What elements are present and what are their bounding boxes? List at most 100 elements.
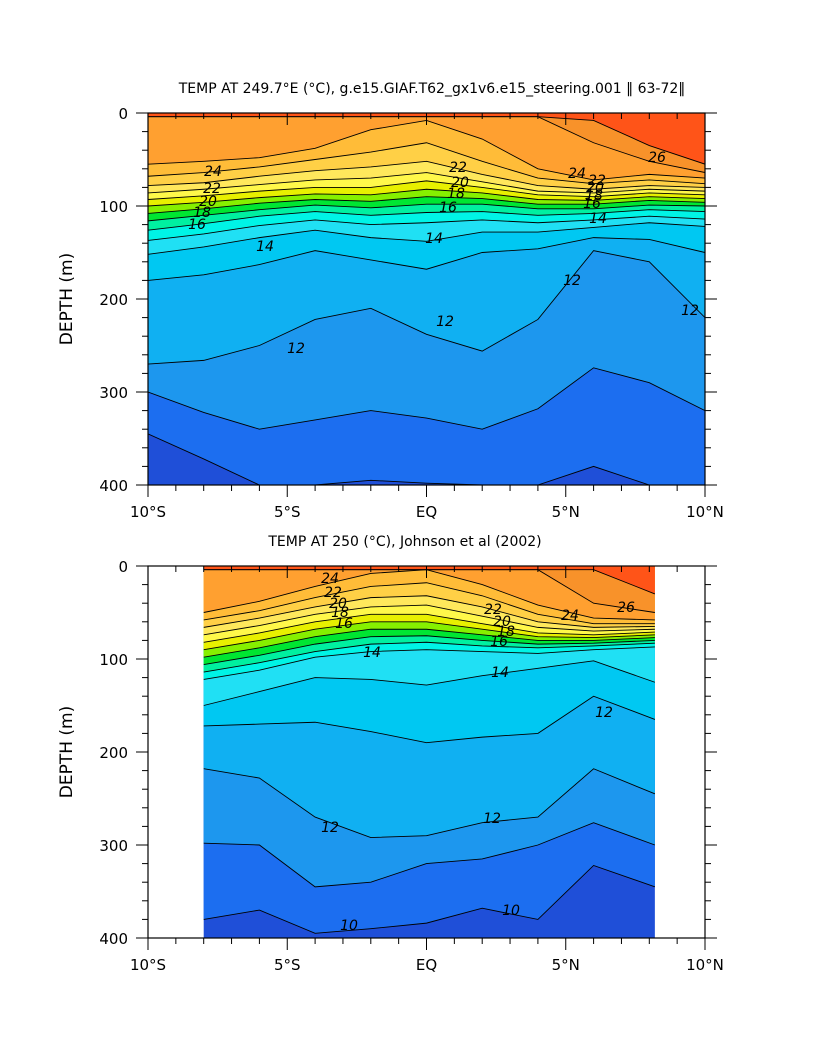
contour-label: 18: [193, 205, 211, 221]
contour-label: 16: [335, 616, 353, 632]
isotherm-21: [203, 604, 655, 636]
contour-label: 22: [588, 173, 606, 189]
band-above-24: [203, 566, 655, 620]
isotherm-23: [203, 582, 655, 625]
isotherm-22: [203, 595, 655, 628]
x-tick-label: 5°N: [552, 956, 580, 974]
y-tick-label: 400: [99, 930, 128, 948]
isotherm-23: [148, 142, 705, 185]
isotherm-10: [148, 433, 705, 485]
contour-label: 12: [681, 303, 699, 319]
y-tick-label: 400: [99, 477, 128, 495]
contour-label: 24: [568, 166, 586, 182]
y-axis-label: DEPTH (m): [57, 706, 77, 798]
contour-label: 14: [363, 645, 381, 661]
contour-label: 20: [329, 596, 347, 612]
isotherm-14: [148, 222, 705, 255]
contour-label: 20: [586, 180, 604, 196]
contour-label: 20: [493, 614, 511, 630]
x-tick-label: EQ: [416, 956, 437, 974]
x-tick-label: 10°S: [130, 503, 166, 521]
isotherm-14: [203, 660, 656, 706]
isotherm-13: [148, 237, 705, 281]
isotherm-20: [203, 613, 655, 643]
contour-label: 18: [331, 605, 349, 621]
chart-title: TEMP AT 250 (°C), Johnson et al (2002): [267, 534, 541, 550]
isotherm-20: [148, 180, 705, 200]
contour-label: 12: [483, 811, 501, 827]
contour-label: 10: [340, 918, 358, 934]
panel-bottom-observations: TEMP AT 250 (°C), Johnson et al (2002) 24…: [57, 534, 724, 974]
x-tick-label: 10°N: [686, 956, 724, 974]
chart-title: TEMP AT 249.7°E (°C), g.e15.GIAF.T62_gx1…: [178, 81, 686, 97]
y-tick-label: 100: [99, 198, 128, 216]
isotherm-18: [203, 628, 655, 658]
y-tick-label: 300: [99, 384, 128, 402]
x-tick-label: 5°S: [274, 956, 301, 974]
contour-fills: [203, 566, 656, 938]
contour-label: 22: [324, 585, 342, 601]
contour-label: 26: [617, 600, 635, 616]
band-above-26: [203, 566, 655, 594]
isotherm-16: [203, 641, 655, 673]
isotherm-22: [148, 160, 705, 190]
y-tick-label: 100: [99, 651, 128, 669]
isotherm-19: [148, 188, 705, 207]
contour-label: 22: [449, 160, 467, 176]
contour-label: 16: [439, 200, 457, 216]
contour-label: 18: [585, 188, 603, 204]
contour-fills: [148, 113, 705, 485]
isotherm-17: [203, 635, 655, 666]
x-tick-label: 5°N: [552, 503, 580, 521]
contour-label: 18: [497, 624, 515, 640]
contour-label: 14: [256, 239, 274, 255]
contour-label: 24: [321, 571, 339, 587]
band-above-25: [148, 113, 705, 173]
x-tick-label: 10°S: [130, 956, 166, 974]
isotherm-10: [203, 864, 656, 934]
contour-label: 14: [425, 231, 443, 247]
contour-label: 16: [583, 196, 601, 212]
contour-label: 12: [287, 341, 305, 357]
y-axis-label: DEPTH (m): [57, 253, 77, 345]
y-tick-label: 0: [118, 105, 128, 123]
x-tick-label: 10°N: [686, 503, 724, 521]
isotherm-18: [148, 196, 705, 214]
contour-label: 12: [436, 314, 454, 330]
contour-label: 18: [447, 186, 465, 202]
contour-label: 22: [203, 181, 221, 197]
contour-label: 22: [484, 602, 502, 618]
contour-label: 14: [589, 211, 607, 227]
contour-label: 12: [321, 820, 339, 836]
contour-label: 10: [502, 903, 520, 919]
isotherm-15: [203, 646, 655, 680]
isotherm-13: [203, 695, 656, 744]
contour-label: 16: [490, 634, 508, 650]
isotherm-12: [148, 250, 705, 365]
contour-label: 20: [199, 194, 217, 210]
contour-label: 26: [648, 150, 666, 166]
panel-top-model: TEMP AT 249.7°E (°C), g.e15.GIAF.T62_gx1…: [57, 81, 724, 521]
x-tick-label: EQ: [416, 503, 437, 521]
isotherm-15: [148, 215, 705, 241]
contour-label: 14: [491, 665, 509, 681]
contour-label: 20: [451, 175, 469, 191]
x-tick-label: 5°S: [274, 503, 301, 521]
isotherm-11: [203, 822, 656, 888]
contour-label: 12: [595, 705, 613, 721]
contour-label: 24: [561, 608, 579, 624]
contour-label: 12: [563, 273, 581, 289]
y-tick-label: 300: [99, 837, 128, 855]
isotherm-19: [203, 621, 655, 651]
isotherm-11: [148, 367, 705, 430]
y-tick-label: 200: [99, 744, 128, 762]
isotherm-12: [203, 768, 656, 839]
isotherm-17: [148, 203, 705, 222]
y-tick-label: 0: [118, 558, 128, 576]
isotherm-16: [148, 209, 705, 231]
y-tick-label: 200: [99, 291, 128, 309]
contour-label: 24: [204, 164, 222, 180]
isotherm-21: [148, 172, 705, 194]
contour-label: 16: [188, 217, 206, 233]
